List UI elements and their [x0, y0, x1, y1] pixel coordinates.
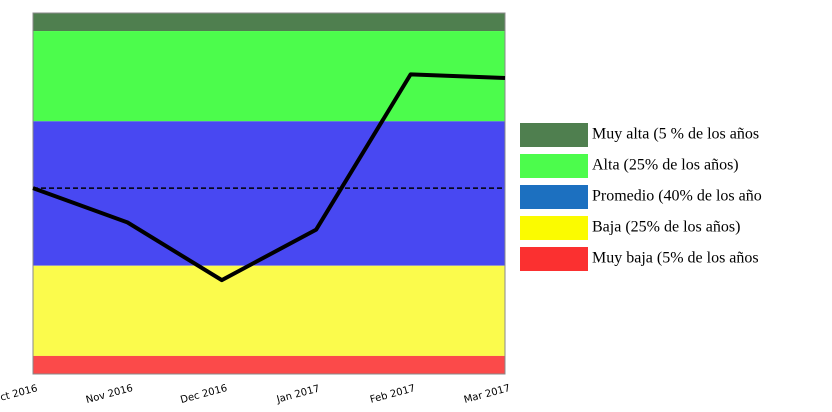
legend-swatch	[520, 185, 588, 209]
legend-label: Muy alta (5 % de los años	[592, 126, 759, 143]
x-tick-label: Nov 2016	[85, 383, 134, 406]
x-tick-label: Jan 2017	[275, 383, 321, 405]
band	[33, 355, 505, 374]
legend-label: Muy baja (5% de los años	[592, 250, 759, 267]
legend-swatch	[520, 247, 588, 271]
legend-swatch	[520, 123, 588, 147]
legend-label: Baja (25% de los años)	[592, 219, 740, 236]
legend-swatch	[520, 154, 588, 178]
band	[33, 265, 505, 356]
data-line	[32, 72, 506, 283]
x-tick-label: Oct 2016	[0, 383, 39, 406]
band	[33, 121, 505, 266]
legend-swatch	[520, 216, 588, 240]
x-tick-label: Dec 2016	[179, 383, 228, 406]
plot-border	[32, 12, 506, 375]
band	[33, 13, 505, 32]
legend-label: Promedio (40% de los año	[592, 188, 762, 205]
x-tick-label: Feb 2017	[369, 383, 417, 406]
legend-label: Alta (25% de los años)	[592, 157, 739, 174]
x-tick-label: Mar 2017	[463, 383, 512, 406]
